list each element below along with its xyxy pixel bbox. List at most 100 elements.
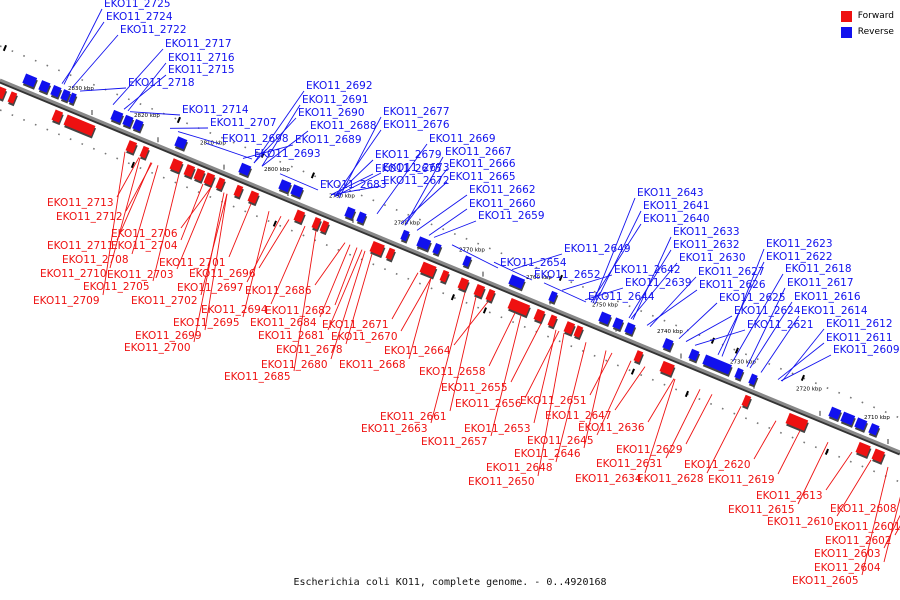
forward-gene-label: EKO11_2670: [331, 331, 398, 343]
leader-line: [433, 220, 477, 238]
forward-gene-label: EKO11_2650: [468, 476, 535, 488]
leader-line: [334, 129, 382, 197]
leader-line: [204, 193, 228, 331]
forward-gene-label: EKO11_2684: [250, 317, 317, 329]
leader-line: [533, 329, 557, 424]
leader-line: [717, 261, 765, 355]
forward-gene-block: [125, 140, 138, 156]
reverse-gene-label: EKO11_2627: [698, 266, 765, 278]
forward-gene-label: EKO11_2713: [47, 197, 114, 209]
leader-line: [632, 236, 672, 320]
axis-dot-guides: [0, 45, 900, 483]
leader-line: [246, 215, 282, 283]
reverse-gene-block: [734, 367, 745, 382]
forward-gene-label: EKO11_2696: [189, 268, 256, 280]
forward-gene-label: EKO11_2634: [575, 473, 642, 485]
gene-body: [633, 350, 644, 363]
leader-line: [614, 366, 646, 411]
gene-body: [139, 145, 150, 159]
gene-body: [533, 308, 546, 322]
leader-line: [127, 62, 167, 112]
leader-line: [430, 292, 466, 424]
forward-gene-label: EKO11_2695: [173, 317, 240, 329]
reverse-gene-block: [432, 242, 443, 257]
reverse-gene-block: [828, 406, 842, 423]
leader-line: [825, 451, 853, 491]
forward-gene-block: [419, 261, 438, 280]
feature-marker: [734, 347, 739, 354]
forward-gene-block: [319, 220, 330, 236]
gene-body: [547, 314, 558, 327]
forward-color-swatch: [840, 10, 852, 22]
forward-gene-block: [169, 158, 184, 175]
genome-axis: 2830 kbp 2820 kbp 2810 kbp 2800 kbp 2790 kbp…: [0, 78, 900, 456]
feature-marker: [2, 44, 7, 52]
forward-gene-label: EKO11_2657: [421, 436, 488, 448]
reverse-gene-label: EKO11_2676: [383, 119, 450, 131]
axis-tick-label: 2710 kbp: [864, 415, 890, 421]
gene-body: [598, 311, 612, 325]
leader-line: [334, 159, 374, 197]
reverse-gene-label: EKO11_2725: [104, 0, 171, 10]
forward-gene-label: EKO11_2663: [361, 423, 428, 435]
leader-line: [391, 272, 419, 320]
forward-gene-label: EKO11_2706: [111, 228, 178, 240]
forward-gene-block: [871, 448, 886, 465]
reverse-gene-block: [174, 136, 188, 152]
reverse-gene-label: EKO11_2716: [168, 52, 235, 64]
forward-gene-block: [369, 240, 386, 259]
leader-line: [258, 219, 290, 269]
gene-body: [122, 114, 134, 128]
gene-body: [473, 283, 486, 298]
reverse-gene-label: EKO11_2718: [128, 77, 195, 89]
forward-gene-label: EKO11_2629: [616, 444, 683, 456]
reverse-gene-label: EKO11_2688: [310, 120, 377, 132]
legend-label-reverse: Reverse: [857, 27, 894, 37]
forward-gene-block: [473, 283, 486, 300]
gene-body: [369, 240, 385, 256]
gene-body: [573, 325, 584, 338]
leader-line: [451, 244, 499, 269]
forward-gene-label: EKO11_2694: [201, 304, 268, 316]
axis-tick-label: 2740 kbp: [657, 329, 683, 335]
gene-body: [319, 220, 330, 233]
reverse-gene-label: EKO11_2717: [165, 38, 232, 50]
feature-marker: [130, 161, 135, 169]
forward-gene-label: EKO11_2636: [578, 422, 645, 434]
forward-gene-block: [183, 164, 196, 180]
forward-gene-label: EKO11_2686: [245, 285, 312, 297]
leader-line: [777, 430, 801, 475]
leader-line: [883, 514, 900, 549]
reverse-gene-label: EKO11_2632: [673, 239, 740, 251]
leader-line: [404, 168, 448, 226]
forward-gene-block: [457, 277, 470, 293]
gene-body: [278, 179, 292, 193]
feature-marker: [630, 368, 635, 375]
gene-body: [624, 322, 636, 335]
axis-tick-label: 2790 kbp: [329, 194, 355, 200]
reverse-gene-label: EKO11_2633: [673, 226, 740, 238]
forward-gene-label: EKO11_2703: [107, 269, 174, 281]
forward-gene-label: EKO11_2712: [56, 211, 123, 223]
forward-gene-label: EKO11_2680: [261, 359, 328, 371]
gene-body: [51, 109, 64, 123]
reverse-gene-label: EKO11_2612: [826, 318, 893, 330]
leader-line: [319, 244, 351, 318]
reverse-gene-block: [462, 255, 473, 270]
reverse-gene-label: EKO11_2673: [383, 162, 450, 174]
reverse-gene-label: EKO11_2669: [429, 133, 496, 145]
axis-tick-label: 2820 kbp: [134, 113, 160, 119]
leader-line: [123, 74, 167, 110]
reverse-gene-label: EKO11_2665: [449, 171, 516, 183]
forward-gene-label: EKO11_2655: [441, 382, 508, 394]
gene-body: [419, 261, 437, 278]
feature-marker: [450, 294, 455, 301]
forward-gene-block: [311, 216, 322, 232]
reverse-gene-block: [548, 290, 559, 305]
reverse-gene-label: EKO11_2626: [699, 279, 766, 291]
gene-body: [311, 216, 322, 230]
leader-line: [109, 157, 141, 269]
leader-line: [242, 144, 294, 159]
reverse-gene-label: EKO11_2683: [320, 179, 387, 191]
reverse-gene-block: [748, 373, 759, 388]
